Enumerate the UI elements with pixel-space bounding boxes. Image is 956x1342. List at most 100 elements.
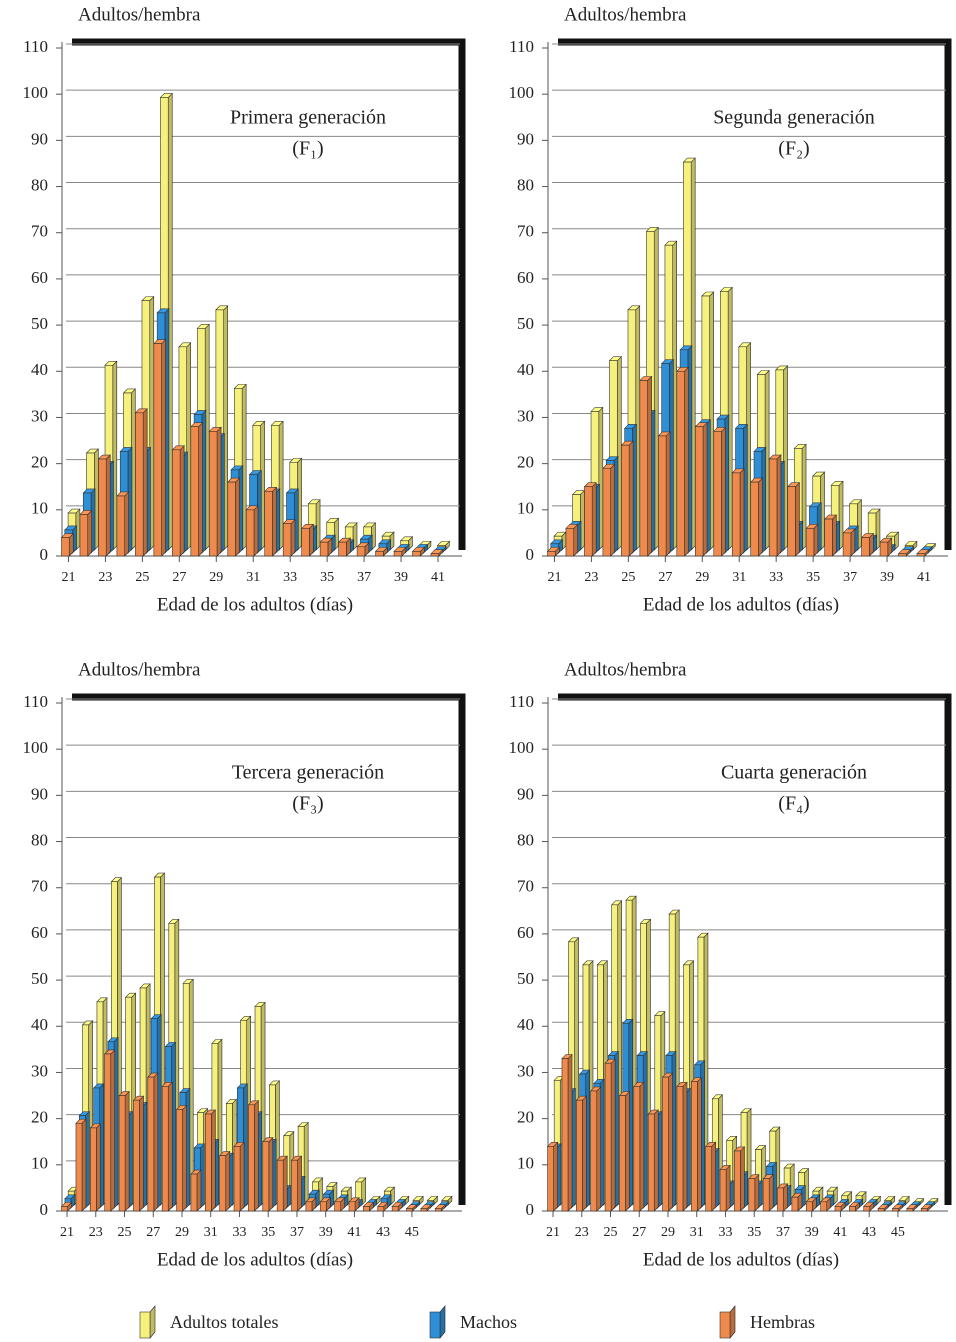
bar (98, 458, 107, 557)
bar-side (96, 1123, 101, 1212)
bar (584, 486, 593, 557)
x-tick-label: 41 (347, 1225, 361, 1240)
y-tick-label: 10 (517, 1154, 534, 1173)
bar (338, 541, 347, 557)
bar-side (81, 1118, 87, 1212)
chart-subtitle: (F₂) (778, 138, 809, 160)
bar-side (711, 1141, 717, 1212)
bar (762, 1178, 770, 1212)
bar (842, 532, 852, 557)
bar-side (254, 1100, 259, 1212)
bar (393, 551, 403, 557)
y-tick-label: 110 (509, 692, 534, 711)
bar (676, 1086, 684, 1212)
y-tick-label: 100 (23, 83, 49, 102)
x-tick-label: 37 (776, 1225, 790, 1240)
bar-side (610, 463, 615, 557)
bar (205, 1113, 212, 1212)
y-axis-label: Adultos/hembra (78, 4, 201, 25)
bar (705, 1146, 713, 1212)
bar-side (596, 1086, 602, 1212)
x-tick-label: 33 (232, 1225, 246, 1240)
y-tick-label: 60 (517, 268, 534, 287)
y-tick-label: 50 (517, 314, 534, 333)
bar (861, 537, 870, 557)
bar (219, 1155, 227, 1212)
bar-side (153, 1072, 159, 1212)
bar (356, 546, 366, 557)
legend-swatch (139, 1311, 151, 1339)
bar (602, 467, 611, 557)
bar-side (682, 1081, 688, 1212)
bar (104, 1053, 112, 1212)
y-tick-label: 40 (517, 360, 534, 379)
y-tick-label: 40 (31, 1015, 48, 1034)
bar (713, 431, 722, 557)
bar (791, 1196, 799, 1212)
chart-title: Segunda generación (713, 107, 875, 129)
bar-side (647, 375, 652, 557)
y-tick-label: 30 (31, 406, 48, 425)
bar-side (754, 1173, 760, 1212)
bar-side (610, 1058, 616, 1212)
back-frame (558, 693, 952, 1205)
bar (892, 1208, 899, 1212)
x-tick-label: 35 (806, 570, 820, 585)
x-tick-label: 29 (209, 570, 223, 585)
legend-swatch-side (149, 1305, 156, 1339)
bar (412, 551, 421, 557)
bar (691, 1081, 698, 1212)
bar-side (567, 1053, 573, 1212)
x-tick-label: 21 (60, 1225, 74, 1240)
y-tick-label: 90 (31, 129, 48, 148)
bar-side (139, 1095, 144, 1212)
bar (898, 553, 907, 557)
bar (348, 1201, 356, 1212)
bar (863, 1206, 871, 1212)
legend-label: Hembras (750, 1312, 815, 1332)
bar (276, 1159, 284, 1212)
bar-side (225, 1150, 231, 1212)
y-tick-label: 20 (31, 453, 48, 472)
bar (731, 472, 741, 557)
x-axis-label: Edad de los adultos (días) (643, 594, 839, 615)
bar (768, 458, 778, 557)
y-tick-label: 60 (31, 923, 48, 942)
chart-panel: 0 10 20 30 40 50 60 70 80 90 100 110 Adultos/hembra P… (23, 4, 466, 615)
x-tick-label: 37 (357, 570, 371, 585)
chart-panel: 0 10 20 30 40 50 60 70 80 90 100 110 Adultos/hembra T… (23, 659, 466, 1270)
x-axis-label: Edad de los adultos (días) (157, 594, 353, 615)
y-axis-label: Adultos/hembra (78, 659, 201, 680)
bar-side (297, 1155, 302, 1212)
legend-label: Adultos totales (170, 1312, 279, 1332)
series (60, 338, 444, 557)
y-tick-label: 100 (23, 738, 49, 757)
bar-side (179, 445, 185, 557)
bar-side (725, 1164, 731, 1212)
bar-side (582, 1095, 587, 1212)
bar (565, 527, 575, 557)
bar (639, 380, 648, 557)
y-tick-label: 30 (31, 1061, 48, 1080)
bar (834, 1206, 842, 1212)
x-tick-label: 21 (61, 570, 75, 585)
y-tick-label: 90 (31, 784, 48, 803)
x-tick-label: 37 (843, 570, 857, 585)
bar (619, 1095, 626, 1212)
x-tick-label: 27 (632, 1225, 646, 1240)
y-axis-label: Adultos/hembra (564, 4, 687, 25)
chart-subtitle: (F₃) (292, 793, 323, 815)
bar (161, 1086, 169, 1212)
y-tick-label: 70 (517, 877, 534, 896)
bar-side (625, 1090, 630, 1212)
chart-panel: 0 10 20 30 40 50 60 70 80 90 100 110 Adultos/hembra S… (509, 4, 952, 615)
y-tick-label: 60 (31, 268, 48, 287)
bar (319, 541, 329, 557)
y-tick-label: 90 (517, 129, 534, 148)
bar (734, 1150, 741, 1212)
bar-side (665, 431, 671, 557)
bar (787, 486, 796, 557)
x-tick-label: 37 (290, 1225, 304, 1240)
x-tick-label: 43 (862, 1225, 876, 1240)
y-tick-label: 70 (31, 877, 48, 896)
